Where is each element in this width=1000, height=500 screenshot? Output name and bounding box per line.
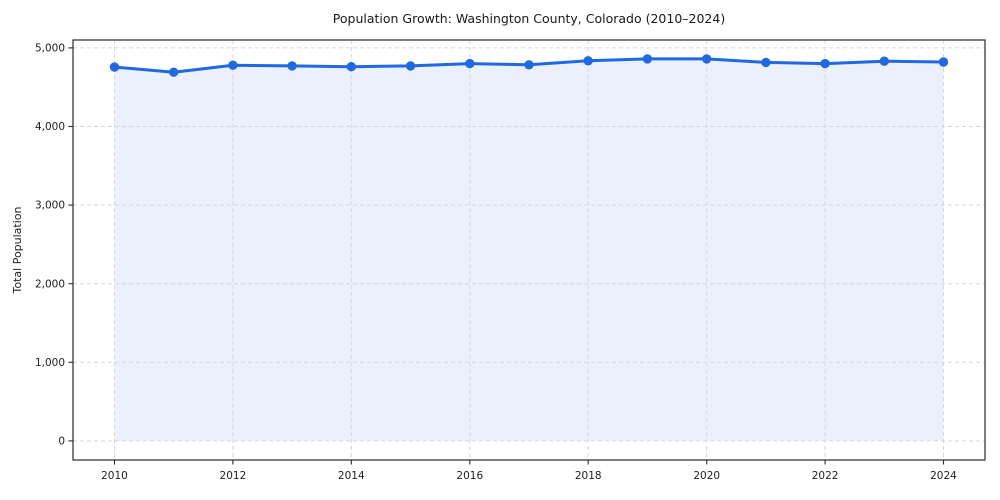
y-tick-label: 0 bbox=[58, 436, 65, 448]
y-tick-label: 3,000 bbox=[35, 200, 65, 212]
data-point bbox=[642, 54, 653, 64]
data-point bbox=[702, 54, 712, 64]
x-tick-label: 2022 bbox=[812, 470, 839, 482]
y-axis-label: Total Population bbox=[11, 206, 24, 294]
data-point bbox=[524, 60, 534, 70]
area-fill bbox=[114, 58, 944, 441]
x-tick-label: 2020 bbox=[693, 470, 720, 482]
plot-border bbox=[72, 39, 986, 461]
y-tick-label: 4,000 bbox=[35, 121, 65, 133]
data-point bbox=[228, 60, 238, 70]
x-tick-label: 2024 bbox=[930, 470, 957, 482]
x-tick-label: 2018 bbox=[575, 470, 602, 482]
y-tick-label: 1,000 bbox=[35, 357, 65, 369]
plot-area: 0 1,000 2,000 3,000 4,000 5,000 2010 2012 2014 20… bbox=[35, 39, 986, 482]
y-tick-label: 5,000 bbox=[35, 43, 65, 55]
data-point bbox=[465, 58, 475, 69]
data-point bbox=[879, 56, 889, 66]
data-point bbox=[938, 57, 949, 67]
x-tick-label: 2010 bbox=[101, 470, 128, 482]
x-tick-label: 2014 bbox=[338, 470, 365, 482]
data-point bbox=[761, 57, 771, 68]
data-point bbox=[346, 61, 356, 72]
data-point bbox=[169, 67, 179, 77]
y-tick-label: 2,000 bbox=[35, 278, 65, 290]
x-tick-label: 2012 bbox=[220, 470, 247, 482]
data-point bbox=[109, 62, 120, 72]
data-point bbox=[287, 61, 297, 71]
data-point bbox=[405, 61, 416, 71]
data-point bbox=[820, 58, 830, 69]
x-tick-label: 2016 bbox=[456, 470, 483, 482]
data-point bbox=[583, 56, 593, 66]
chart-title: Population Growth: Washington County, Co… bbox=[333, 11, 725, 26]
